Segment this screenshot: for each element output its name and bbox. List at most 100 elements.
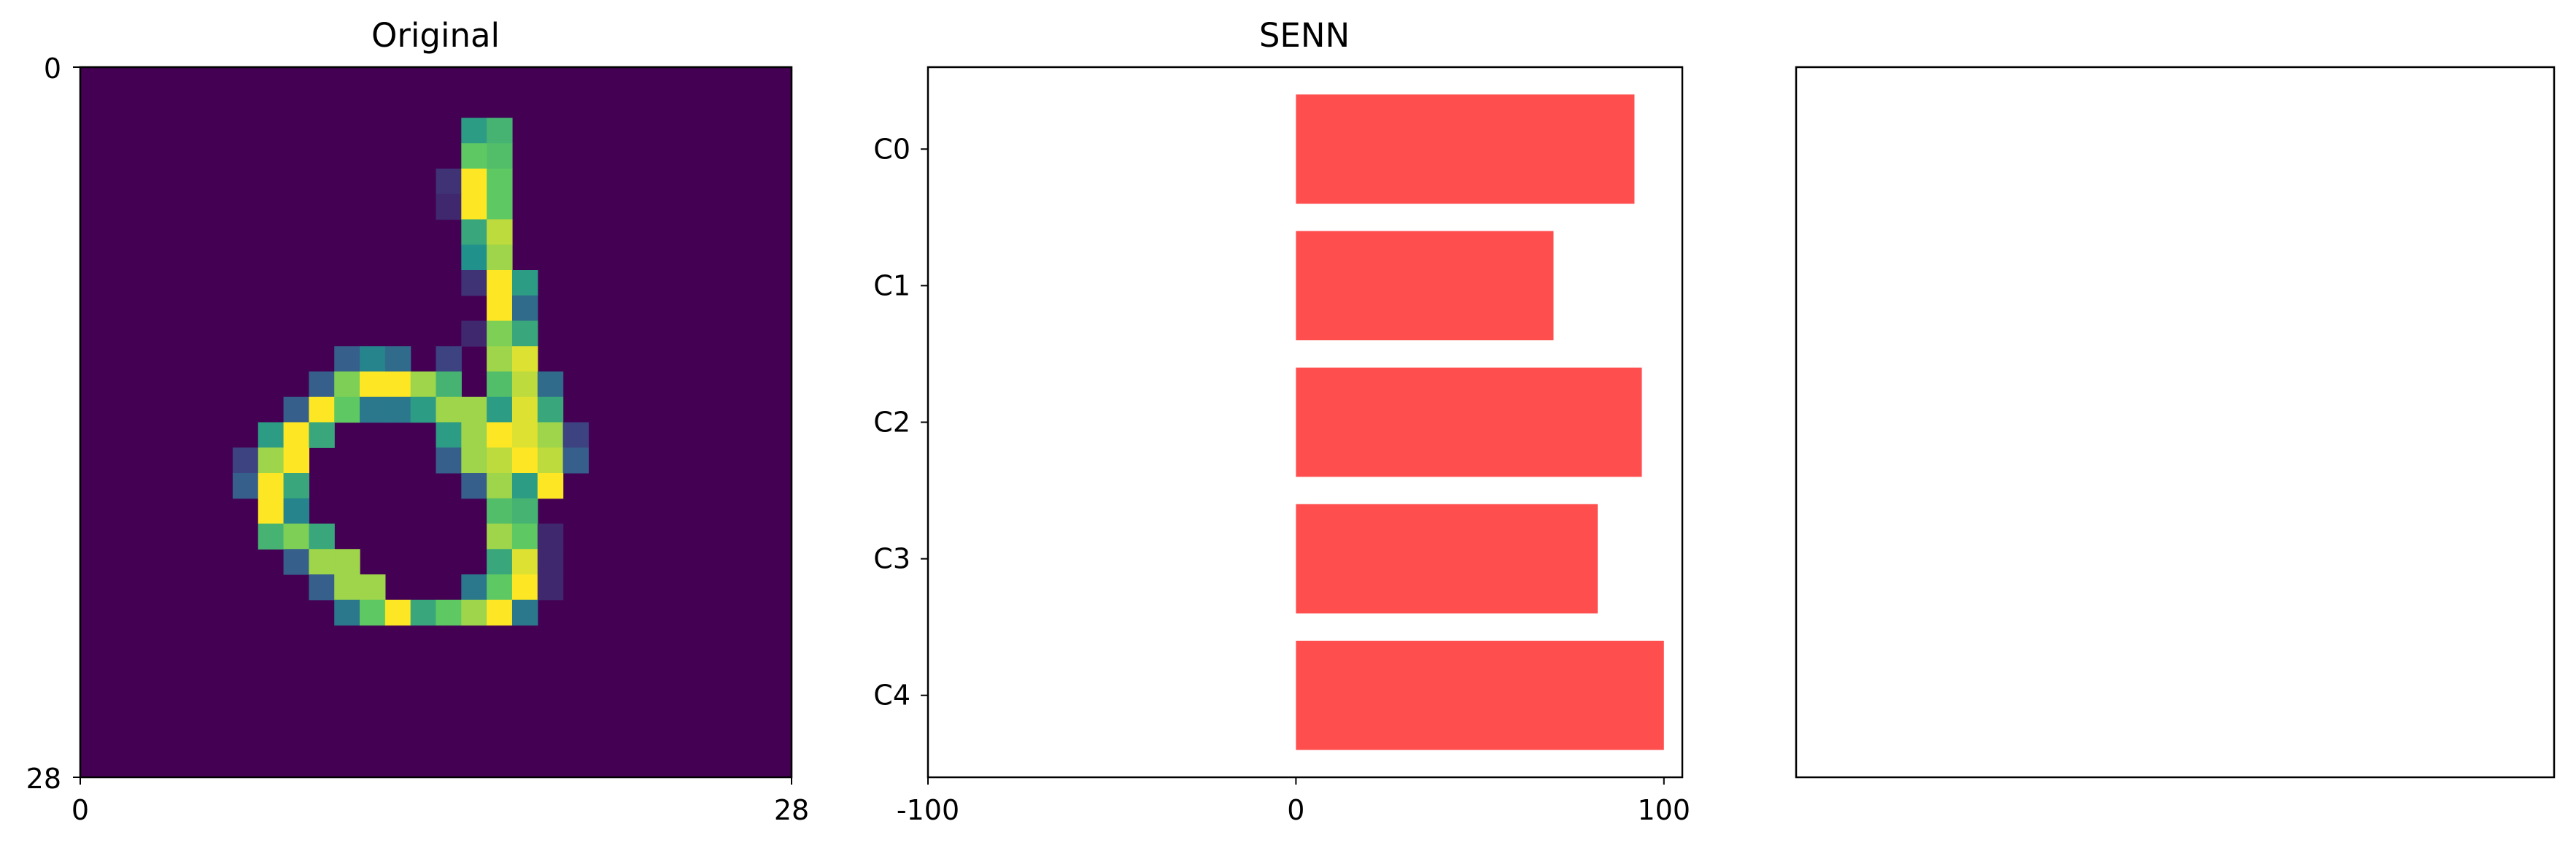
original-panel: Original 0 28 0 28 <box>26 16 810 826</box>
original-frame <box>79 66 793 779</box>
heatmap-pixel <box>487 396 513 423</box>
heatmap-pixel <box>511 396 538 423</box>
heatmap-pixel <box>384 371 411 398</box>
heatmap-pixel <box>461 396 487 423</box>
x-tick-label: 100 <box>1638 794 1691 826</box>
heatmap-pixel <box>487 320 513 347</box>
heatmap-pixel <box>384 599 411 626</box>
heatmap-pixel <box>487 270 513 296</box>
heatmap-pixel <box>258 422 285 448</box>
heatmap-pixel <box>537 473 564 499</box>
heatmap-pixel <box>511 447 538 474</box>
bar-c4 <box>1296 640 1664 750</box>
heatmap-pixel <box>511 498 538 525</box>
heatmap-pixel <box>258 523 285 550</box>
heatmap-pixel <box>360 574 386 601</box>
heatmap-pixel <box>436 193 462 220</box>
heatmap-pixel <box>487 219 513 245</box>
y-tick-label-c1: C1 <box>873 269 910 301</box>
bar-c3 <box>1296 504 1598 614</box>
x-tick-label-right: 28 <box>774 794 809 826</box>
heatmap-pixel <box>461 422 487 448</box>
heatmap-pixel <box>537 574 564 601</box>
heatmap-pixel <box>537 371 564 398</box>
heatmap-pixel <box>511 270 538 296</box>
y-tick-label-c2: C2 <box>873 407 910 439</box>
heatmap-pixel <box>283 396 309 423</box>
heatmap-pixel <box>461 244 487 271</box>
heatmap-pixel <box>360 371 386 398</box>
heatmap-pixel <box>487 346 513 372</box>
x-tick-label-left: 0 <box>71 794 89 826</box>
heatmap-pixel <box>258 447 285 474</box>
heatmap-pixel <box>461 219 487 245</box>
heatmap-pixel <box>511 574 538 601</box>
heatmap-pixel <box>487 371 513 398</box>
heatmap-pixel <box>309 523 335 550</box>
heatmap-pixel <box>334 599 360 626</box>
original-title: Original <box>371 16 500 55</box>
heatmap-pixel <box>487 599 513 626</box>
blank-frame <box>1795 66 2556 779</box>
heatmap-pixel <box>461 169 487 195</box>
heatmap-pixel <box>436 447 462 474</box>
senn-x-axis: -100 0 100 <box>897 777 1690 826</box>
heatmap-pixel <box>461 270 487 296</box>
heatmap-pixel <box>487 295 513 322</box>
heatmap-pixel <box>461 574 487 601</box>
heatmap-pixel <box>537 447 564 474</box>
heatmap-pixel <box>283 523 309 550</box>
heatmap-pixel <box>487 118 513 144</box>
x-tick-label: 0 <box>1287 794 1304 826</box>
heatmap-pixel <box>511 295 538 322</box>
heatmap-pixel <box>487 447 513 474</box>
heatmap-pixel <box>384 396 411 423</box>
heatmap-pixel <box>487 473 513 499</box>
heatmap-pixel <box>487 574 513 601</box>
y-tick-label-top: 0 <box>44 53 61 85</box>
heatmap-pixel <box>334 549 360 575</box>
bar-c2 <box>1296 367 1642 477</box>
heatmap-pixel <box>258 473 285 499</box>
heatmap-pixel <box>487 244 513 271</box>
heatmap-pixel <box>487 498 513 525</box>
heatmap-pixel <box>436 599 462 626</box>
heatmap-pixel <box>334 396 360 423</box>
heatmap-pixel <box>436 422 462 448</box>
heatmap-pixel <box>334 346 360 372</box>
heatmap-pixel <box>461 320 487 347</box>
heatmap-pixel <box>487 169 513 195</box>
heatmap-pixel <box>283 422 309 448</box>
heatmap-pixel <box>410 371 437 398</box>
y-tick-label-c0: C0 <box>873 133 910 165</box>
senn-bars <box>1296 94 1664 750</box>
bar-c1 <box>1296 231 1554 341</box>
heatmap-pixel <box>487 549 513 575</box>
heatmap-cells <box>232 118 589 626</box>
heatmap-pixel <box>487 193 513 220</box>
heatmap-pixel <box>487 523 513 550</box>
heatmap-pixel <box>334 371 360 398</box>
heatmap-pixel <box>283 473 309 499</box>
y-tick-label-c4: C4 <box>873 679 910 712</box>
heatmap-pixel <box>511 549 538 575</box>
bar-c0 <box>1296 94 1635 204</box>
senn-y-axis: C0 C1 C2 C3 C4 <box>873 133 928 712</box>
heatmap-pixel <box>384 346 411 372</box>
heatmap-pixel <box>537 549 564 575</box>
heatmap-pixel <box>309 371 335 398</box>
heatmap-pixel <box>436 371 462 398</box>
heatmap-pixel <box>461 473 487 499</box>
heatmap-pixel <box>562 422 589 448</box>
heatmap-pixel <box>334 574 360 601</box>
heatmap-pixel <box>360 396 386 423</box>
heatmap-pixel <box>511 523 538 550</box>
heatmap-pixel <box>436 346 462 372</box>
heatmap-pixel <box>537 523 564 550</box>
heatmap-pixel <box>258 498 285 525</box>
blank-panel <box>1795 66 2556 779</box>
heatmap-pixel <box>283 498 309 525</box>
heatmap-pixel <box>461 118 487 144</box>
heatmap-pixel <box>309 396 335 423</box>
